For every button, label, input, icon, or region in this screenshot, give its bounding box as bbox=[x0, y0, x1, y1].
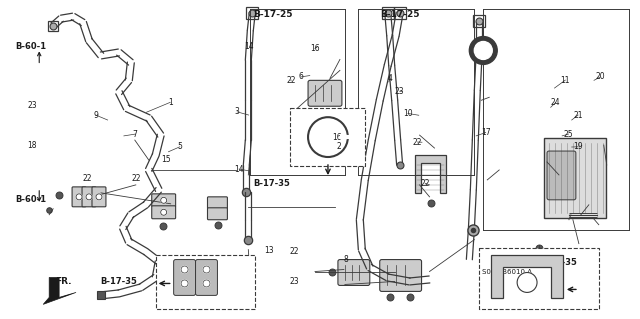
Text: B-17-35: B-17-35 bbox=[253, 179, 290, 188]
Text: 16: 16 bbox=[332, 133, 342, 142]
Text: B-60-1: B-60-1 bbox=[15, 195, 47, 204]
FancyBboxPatch shape bbox=[338, 260, 370, 286]
Text: 22: 22 bbox=[420, 179, 430, 188]
Text: 19: 19 bbox=[573, 142, 583, 151]
Text: 2: 2 bbox=[337, 142, 342, 151]
Circle shape bbox=[86, 194, 92, 200]
FancyBboxPatch shape bbox=[290, 108, 365, 166]
Text: 23: 23 bbox=[395, 87, 404, 96]
FancyBboxPatch shape bbox=[82, 187, 96, 207]
Text: S0X4 B6010 A: S0X4 B6010 A bbox=[483, 269, 532, 275]
FancyBboxPatch shape bbox=[152, 194, 175, 207]
Text: B-17-25: B-17-25 bbox=[381, 11, 420, 19]
Text: FR.: FR. bbox=[56, 277, 72, 286]
Text: 22: 22 bbox=[413, 137, 422, 146]
Text: 10: 10 bbox=[403, 109, 413, 118]
Text: 22: 22 bbox=[290, 247, 300, 256]
FancyBboxPatch shape bbox=[207, 197, 227, 209]
Text: 14: 14 bbox=[244, 42, 253, 51]
Circle shape bbox=[474, 41, 492, 59]
FancyBboxPatch shape bbox=[547, 151, 576, 200]
Text: 23: 23 bbox=[290, 277, 300, 286]
FancyBboxPatch shape bbox=[152, 206, 175, 219]
Text: 24: 24 bbox=[551, 98, 561, 107]
Text: 23: 23 bbox=[27, 101, 36, 110]
FancyBboxPatch shape bbox=[479, 248, 599, 309]
Text: 22: 22 bbox=[132, 174, 141, 183]
Text: 14: 14 bbox=[234, 165, 244, 174]
Circle shape bbox=[161, 197, 166, 203]
Text: 15: 15 bbox=[161, 155, 171, 164]
Circle shape bbox=[181, 280, 188, 287]
Polygon shape bbox=[44, 278, 76, 304]
Text: 18: 18 bbox=[28, 141, 36, 150]
Text: 16: 16 bbox=[310, 44, 320, 53]
Text: 5: 5 bbox=[177, 142, 182, 151]
Text: B-17-25: B-17-25 bbox=[253, 11, 292, 19]
Text: B-17-35: B-17-35 bbox=[100, 277, 137, 286]
Text: 4: 4 bbox=[388, 74, 392, 83]
Text: 17: 17 bbox=[481, 128, 490, 137]
FancyBboxPatch shape bbox=[308, 80, 342, 106]
Text: 1: 1 bbox=[168, 98, 173, 107]
Text: B-17-35: B-17-35 bbox=[540, 258, 577, 267]
Circle shape bbox=[96, 194, 102, 200]
FancyBboxPatch shape bbox=[92, 187, 106, 207]
Circle shape bbox=[469, 37, 497, 64]
Text: 25: 25 bbox=[564, 130, 573, 138]
Polygon shape bbox=[415, 155, 447, 193]
Polygon shape bbox=[492, 255, 563, 298]
Text: B-60-1: B-60-1 bbox=[15, 42, 47, 51]
Text: 21: 21 bbox=[573, 111, 583, 120]
FancyBboxPatch shape bbox=[72, 187, 86, 207]
Text: 8: 8 bbox=[343, 255, 348, 264]
Circle shape bbox=[203, 266, 210, 273]
Circle shape bbox=[203, 280, 210, 287]
FancyBboxPatch shape bbox=[173, 260, 196, 295]
Circle shape bbox=[76, 194, 82, 200]
Text: 20: 20 bbox=[596, 72, 605, 81]
FancyBboxPatch shape bbox=[207, 208, 227, 220]
FancyBboxPatch shape bbox=[544, 138, 605, 218]
Text: 12: 12 bbox=[477, 45, 487, 55]
Text: 7: 7 bbox=[132, 130, 138, 138]
Text: 9: 9 bbox=[93, 111, 98, 120]
Circle shape bbox=[161, 209, 166, 215]
FancyBboxPatch shape bbox=[156, 255, 255, 309]
Text: 22: 22 bbox=[287, 76, 296, 85]
Text: 6: 6 bbox=[298, 72, 303, 81]
Circle shape bbox=[517, 272, 537, 293]
Circle shape bbox=[181, 266, 188, 273]
FancyBboxPatch shape bbox=[380, 260, 422, 292]
Text: 11: 11 bbox=[561, 76, 570, 85]
Text: 3: 3 bbox=[235, 108, 239, 116]
FancyBboxPatch shape bbox=[196, 260, 218, 295]
Text: 22: 22 bbox=[83, 174, 92, 183]
Text: 13: 13 bbox=[264, 246, 274, 255]
